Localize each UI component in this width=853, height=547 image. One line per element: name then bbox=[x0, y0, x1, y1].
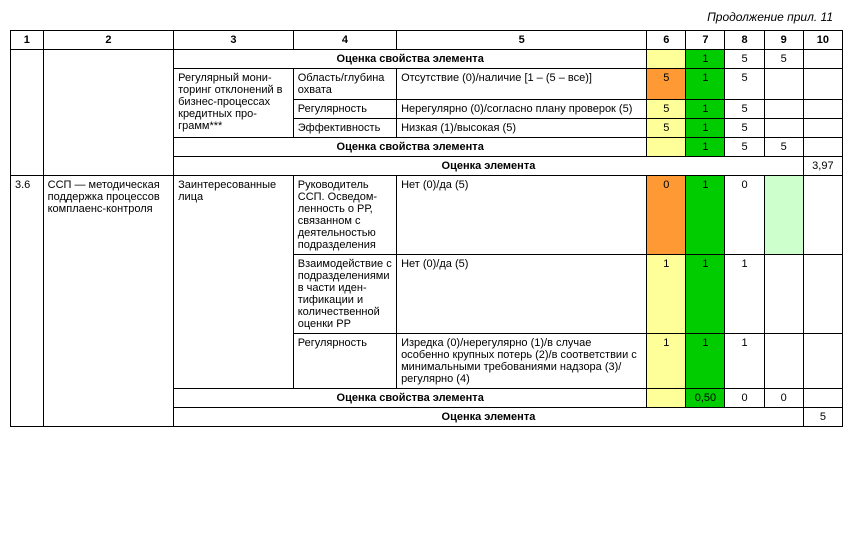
cell-8: 1 bbox=[725, 255, 764, 334]
cell-10 bbox=[803, 119, 842, 138]
cell-7: 1 bbox=[686, 100, 725, 119]
cell-6 bbox=[647, 50, 686, 69]
cell-1: 3.6 bbox=[11, 176, 44, 427]
cell-10 bbox=[803, 389, 842, 408]
cell-label: Оценка свойства элемента bbox=[174, 138, 647, 157]
cell-label: Оценка свойства элемента bbox=[174, 50, 647, 69]
cell-5: Нет (0)/да (5) bbox=[397, 176, 647, 255]
cell-label: Оценка элемента bbox=[174, 408, 804, 427]
col-6-header: 6 bbox=[647, 31, 686, 50]
cell-5: Нерегулярно (0)/согласно плану про­верок… bbox=[397, 100, 647, 119]
cell-8: 5 bbox=[725, 138, 764, 157]
cell-9 bbox=[764, 176, 803, 255]
cell-9: 5 bbox=[764, 138, 803, 157]
cell-6: 0 bbox=[647, 176, 686, 255]
cell-6: 5 bbox=[647, 69, 686, 100]
appendix-table: 1 2 3 4 5 6 7 8 9 10 Оценка свойства эле… bbox=[10, 30, 843, 427]
cell-6: 1 bbox=[647, 255, 686, 334]
cell-9 bbox=[764, 119, 803, 138]
cell-3: Заинтересован­ные лица bbox=[174, 176, 294, 389]
cell-4: Руководитель ССП. Осведом­ленность о РР,… bbox=[293, 176, 396, 255]
cell-4: Регулярность bbox=[293, 334, 396, 389]
cell-label: Оценка свойства элемента bbox=[174, 389, 647, 408]
cell-8: 1 bbox=[725, 334, 764, 389]
cell-4: Область/глуби­на охвата bbox=[293, 69, 396, 100]
cell-8: 5 bbox=[725, 69, 764, 100]
cell-6 bbox=[647, 138, 686, 157]
cell-5: Отсутствие (0)/наличие [1 – (5 – все)] bbox=[397, 69, 647, 100]
cell-7: 1 bbox=[686, 50, 725, 69]
cell-7: 1 bbox=[686, 119, 725, 138]
col-7-header: 7 bbox=[686, 31, 725, 50]
cell-9: 0 bbox=[764, 389, 803, 408]
cell-6: 5 bbox=[647, 119, 686, 138]
cell-7: 1 bbox=[686, 138, 725, 157]
cell-6: 1 bbox=[647, 334, 686, 389]
cell-4: Эффективность bbox=[293, 119, 396, 138]
cell-10 bbox=[803, 50, 842, 69]
col-5-header: 5 bbox=[397, 31, 647, 50]
cell-10 bbox=[803, 255, 842, 334]
col-4-header: 4 bbox=[293, 31, 396, 50]
col-1-header: 1 bbox=[11, 31, 44, 50]
cell-10 bbox=[803, 334, 842, 389]
cell-label: Оценка элемента bbox=[174, 157, 804, 176]
cell-2: ССП — методиче­ская поддержка процессов … bbox=[43, 176, 174, 427]
ssp-row: 3.6 ССП — методиче­ская поддержка процес… bbox=[11, 176, 843, 255]
cell-7: 1 bbox=[686, 255, 725, 334]
cell-4: Взаимодейст­вие с подраз­делениями в час… bbox=[293, 255, 396, 334]
cell-4: Регулярность bbox=[293, 100, 396, 119]
col-2-header: 2 bbox=[43, 31, 174, 50]
cell-2 bbox=[43, 50, 174, 176]
cell-8: 0 bbox=[725, 389, 764, 408]
cell-9 bbox=[764, 69, 803, 100]
cell-9 bbox=[764, 255, 803, 334]
cell-9 bbox=[764, 334, 803, 389]
property-score-row: Оценка свойства элемента 1 5 5 bbox=[11, 50, 843, 69]
cell-8: 5 bbox=[725, 119, 764, 138]
col-3-header: 3 bbox=[174, 31, 294, 50]
cell-10 bbox=[803, 100, 842, 119]
col-8-header: 8 bbox=[725, 31, 764, 50]
cell-5: Низкая (1)/высокая (5) bbox=[397, 119, 647, 138]
cell-9 bbox=[764, 100, 803, 119]
cell-10 bbox=[803, 176, 842, 255]
cell-1 bbox=[11, 50, 44, 176]
cell-8: 0 bbox=[725, 176, 764, 255]
cell-7: 1 bbox=[686, 334, 725, 389]
header-row: 1 2 3 4 5 6 7 8 9 10 bbox=[11, 31, 843, 50]
cell-5: Изредка (0)/нерегулярно (1)/в случае осо… bbox=[397, 334, 647, 389]
cell-5: Нет (0)/да (5) bbox=[397, 255, 647, 334]
cell-9: 5 bbox=[764, 50, 803, 69]
cell-8: 5 bbox=[725, 50, 764, 69]
cell-6 bbox=[647, 389, 686, 408]
cell-6: 5 bbox=[647, 100, 686, 119]
cell-7: 0,50 bbox=[686, 389, 725, 408]
cell-7: 1 bbox=[686, 69, 725, 100]
cell-10 bbox=[803, 138, 842, 157]
cell-8: 5 bbox=[725, 100, 764, 119]
table-caption: Продолжение прил. 11 bbox=[10, 10, 843, 24]
cell-10: 5 bbox=[803, 408, 842, 427]
cell-7: 1 bbox=[686, 176, 725, 255]
col-9-header: 9 bbox=[764, 31, 803, 50]
cell-10 bbox=[803, 69, 842, 100]
cell-3: Регулярный мони­торинг отклоне­ний в биз… bbox=[174, 69, 294, 138]
col-10-header: 10 bbox=[803, 31, 842, 50]
cell-10: 3,97 bbox=[803, 157, 842, 176]
